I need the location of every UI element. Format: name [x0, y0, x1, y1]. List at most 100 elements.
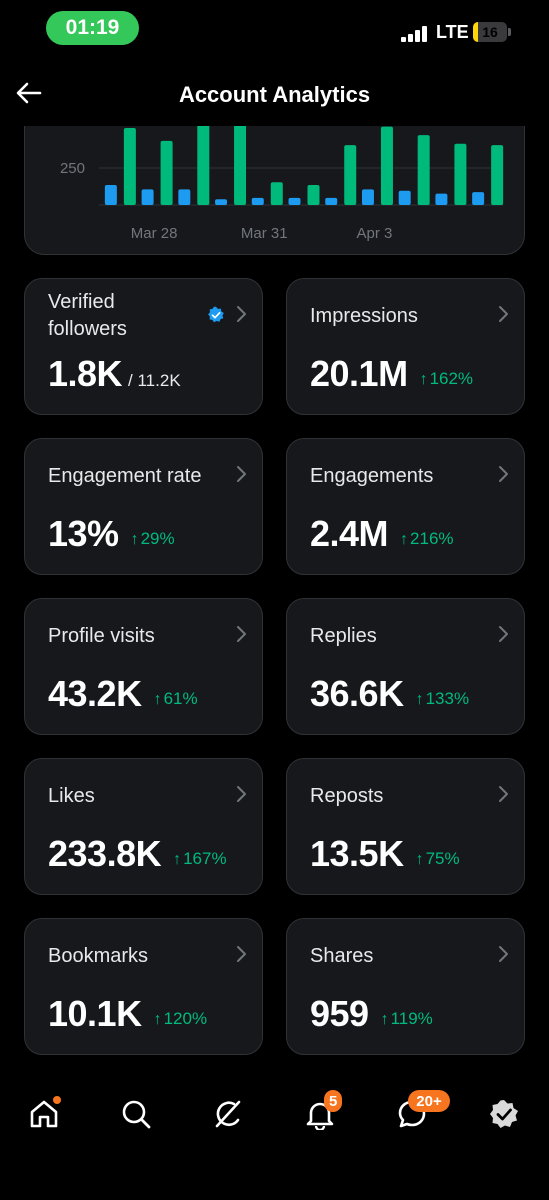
chevron-right-icon	[236, 305, 248, 323]
metric-card-engagements[interactable]: Engagements 2.4M ↑ 216%	[286, 438, 525, 575]
metric-change: ↑ 133%	[416, 689, 469, 709]
network-type: LTE	[436, 22, 469, 43]
metric-change-percent: 61%	[164, 689, 198, 708]
metric-value-text: 13%	[48, 513, 119, 554]
chart-bar-blue	[435, 194, 447, 205]
cellular-signal-icon	[401, 26, 427, 42]
metric-label: Reposts	[310, 783, 383, 810]
metric-change: ↑ 75%	[416, 849, 460, 869]
chevron-right-icon	[236, 785, 248, 803]
metric-label: Impressions	[310, 303, 418, 330]
metric-card-impressions[interactable]: Impressions 20.1M ↑ 162%	[286, 278, 525, 415]
metric-value: 13%	[48, 513, 119, 555]
metric-change: ↑ 29%	[131, 529, 175, 549]
metric-value: 20.1M	[310, 353, 408, 395]
metric-change-percent: 75%	[426, 849, 460, 868]
notifications-badge: 5	[324, 1090, 342, 1112]
status-time: 01:19	[46, 11, 139, 45]
chevron-right-icon	[236, 465, 248, 483]
metric-value-text: 233.8K	[48, 833, 161, 874]
x-tick-label: Mar 31	[241, 225, 288, 242]
chart-bar-green	[161, 141, 173, 205]
up-arrow-icon: ↑	[420, 371, 428, 388]
metric-value-text: 43.2K	[48, 673, 142, 714]
metric-change-percent: 120%	[164, 1009, 207, 1028]
chevron-right-icon	[498, 305, 510, 323]
up-arrow-icon: ↑	[173, 851, 181, 868]
chart-bar-blue	[362, 189, 374, 205]
chevron-right-icon	[236, 625, 248, 643]
metric-value-text: 13.5K	[310, 833, 404, 874]
verified-icon	[488, 1098, 520, 1130]
chart-bar-green	[418, 135, 430, 205]
metric-value: 2.4M	[310, 513, 388, 555]
metric-label: Bookmarks	[48, 943, 148, 970]
up-arrow-icon: ↑	[400, 531, 408, 548]
nav-notifications[interactable]: 5	[298, 1092, 342, 1136]
chart-bar-green	[234, 121, 246, 205]
metric-card-likes[interactable]: Likes 233.8K ↑ 167%	[24, 758, 263, 895]
metric-label: Shares	[310, 943, 373, 970]
chart-bar-blue	[105, 185, 117, 205]
metric-card-replies[interactable]: Replies 36.6K ↑ 133%	[286, 598, 525, 735]
metric-change: ↑ 119%	[381, 1009, 433, 1029]
chart-bar-blue	[215, 199, 227, 205]
nav-search[interactable]	[114, 1092, 158, 1136]
chart-bar-blue	[325, 198, 337, 205]
header: Account Analytics	[0, 62, 549, 126]
metric-change-percent: 119%	[391, 1009, 433, 1028]
metric-label: Engagement rate	[48, 463, 201, 490]
metric-label: Likes	[48, 783, 95, 810]
x-tick-label: Apr 3	[357, 225, 393, 242]
chart-bar-green	[454, 144, 466, 205]
metric-card-engagement-rate[interactable]: Engagement rate 13% ↑ 29%	[24, 438, 263, 575]
metric-value: 10.1K	[48, 993, 142, 1035]
chart-bar-blue	[472, 192, 484, 205]
metric-card-profile-visits[interactable]: Profile visits 43.2K ↑ 61%	[24, 598, 263, 735]
chart-bar-green	[271, 182, 283, 205]
chevron-right-icon	[498, 785, 510, 803]
verified-badge-icon	[207, 306, 225, 324]
chart-bar-green	[381, 127, 393, 205]
up-arrow-icon: ↑	[416, 691, 424, 708]
metric-change-percent: 133%	[426, 689, 469, 708]
metric-value: 13.5K	[310, 833, 404, 875]
battery-icon: 16	[473, 22, 507, 42]
chart-bar-blue	[178, 189, 190, 205]
metric-total: / 11.2K	[128, 371, 181, 390]
metric-card-bookmarks[interactable]: Bookmarks 10.1K ↑ 120%	[24, 918, 263, 1055]
metric-value: 233.8K	[48, 833, 161, 875]
chart-bar-blue	[252, 198, 264, 205]
bottom-nav: 5 20+	[0, 1068, 549, 1200]
metric-label: Verified followers	[48, 289, 198, 343]
metric-value: 1.8K / 11.2K	[48, 353, 181, 395]
metric-value: 36.6K	[310, 673, 404, 715]
home-unread-dot	[53, 1096, 61, 1104]
metric-card-verified-followers[interactable]: Verified followers 1.8K / 11.2K	[24, 278, 263, 415]
metric-label: Engagements	[310, 463, 433, 490]
metric-value-text: 10.1K	[48, 993, 142, 1034]
metric-value-text: 959	[310, 993, 369, 1034]
metric-change-percent: 162%	[430, 369, 473, 388]
metric-change: ↑ 216%	[400, 529, 453, 549]
nav-premium[interactable]	[482, 1092, 526, 1136]
nav-grok[interactable]	[206, 1092, 250, 1136]
nav-home[interactable]	[22, 1092, 66, 1136]
metric-value: 959	[310, 993, 369, 1035]
chevron-right-icon	[498, 465, 510, 483]
up-arrow-icon: ↑	[381, 1011, 389, 1028]
metric-change: ↑ 120%	[154, 1009, 207, 1029]
nav-messages[interactable]: 20+	[390, 1092, 434, 1136]
metric-change: ↑ 167%	[173, 849, 226, 869]
metric-card-shares[interactable]: Shares 959 ↑ 119%	[286, 918, 525, 1055]
metric-change: ↑ 61%	[154, 689, 198, 709]
status-bar: 01:19 LTE 16	[0, 0, 549, 62]
chart-bar-blue	[142, 189, 154, 205]
metric-value: 43.2K	[48, 673, 142, 715]
metric-change-percent: 29%	[141, 529, 175, 548]
metric-card-reposts[interactable]: Reposts 13.5K ↑ 75%	[286, 758, 525, 895]
battery-tip	[508, 28, 511, 36]
metric-value-text: 36.6K	[310, 673, 404, 714]
metric-change: ↑ 162%	[420, 369, 473, 389]
metric-label: Replies	[310, 623, 377, 650]
